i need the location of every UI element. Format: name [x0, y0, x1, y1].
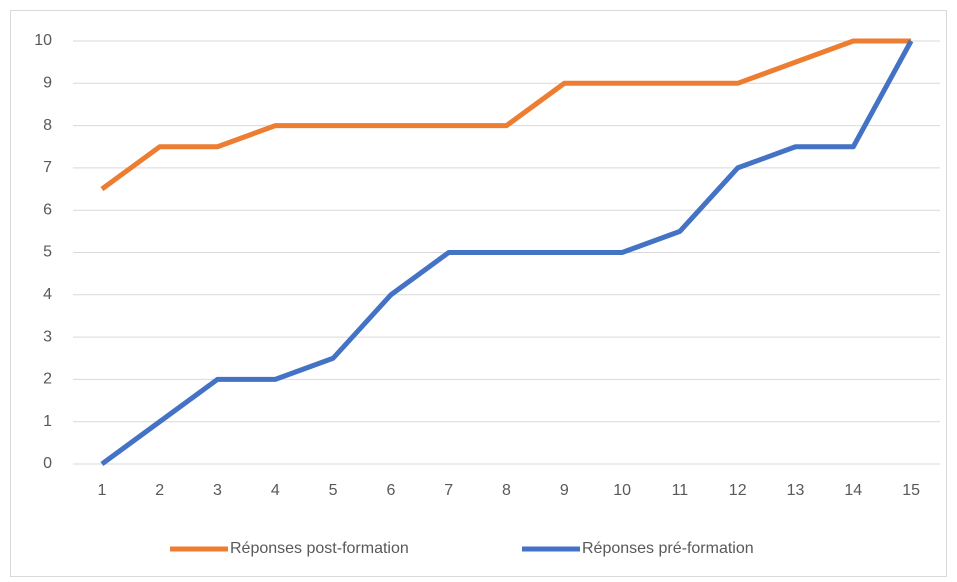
y-tick-label: 7: [43, 159, 52, 176]
x-tick-label: 11: [672, 482, 689, 499]
x-tick-label: 2: [155, 482, 164, 499]
x-tick-label: 6: [386, 482, 395, 499]
x-tick-label: 10: [613, 482, 631, 499]
legend-label: Réponses pré-formation: [582, 540, 754, 557]
x-tick-label: 12: [729, 482, 747, 499]
y-tick-label: 2: [43, 371, 52, 388]
y-tick-label: 9: [43, 75, 52, 92]
x-tick-label: 5: [329, 482, 338, 499]
x-tick-label: 8: [502, 482, 511, 499]
x-tick-label: 1: [97, 482, 106, 499]
legend-label: Réponses post-formation: [230, 540, 409, 557]
x-tick-label: 7: [444, 482, 453, 499]
x-tick-label: 14: [844, 482, 862, 499]
y-tick-label: 1: [43, 413, 52, 430]
y-tick-label: 4: [43, 286, 52, 303]
y-tick-label: 6: [43, 201, 52, 218]
x-tick-label: 3: [213, 482, 222, 499]
series-line: [100, 39, 914, 467]
y-tick-label: 3: [43, 328, 52, 345]
x-tick-label: 9: [560, 482, 569, 499]
x-tick-label: 4: [271, 482, 280, 499]
chart-border: [10, 10, 947, 577]
x-tick-label: 15: [902, 482, 920, 499]
y-tick-label: 5: [43, 244, 52, 261]
series-line: [100, 38, 912, 192]
x-tick-label: 13: [787, 482, 805, 499]
y-tick-label: 8: [43, 117, 52, 134]
y-tick-label: 0: [43, 455, 52, 472]
y-tick-label: 10: [34, 32, 52, 49]
